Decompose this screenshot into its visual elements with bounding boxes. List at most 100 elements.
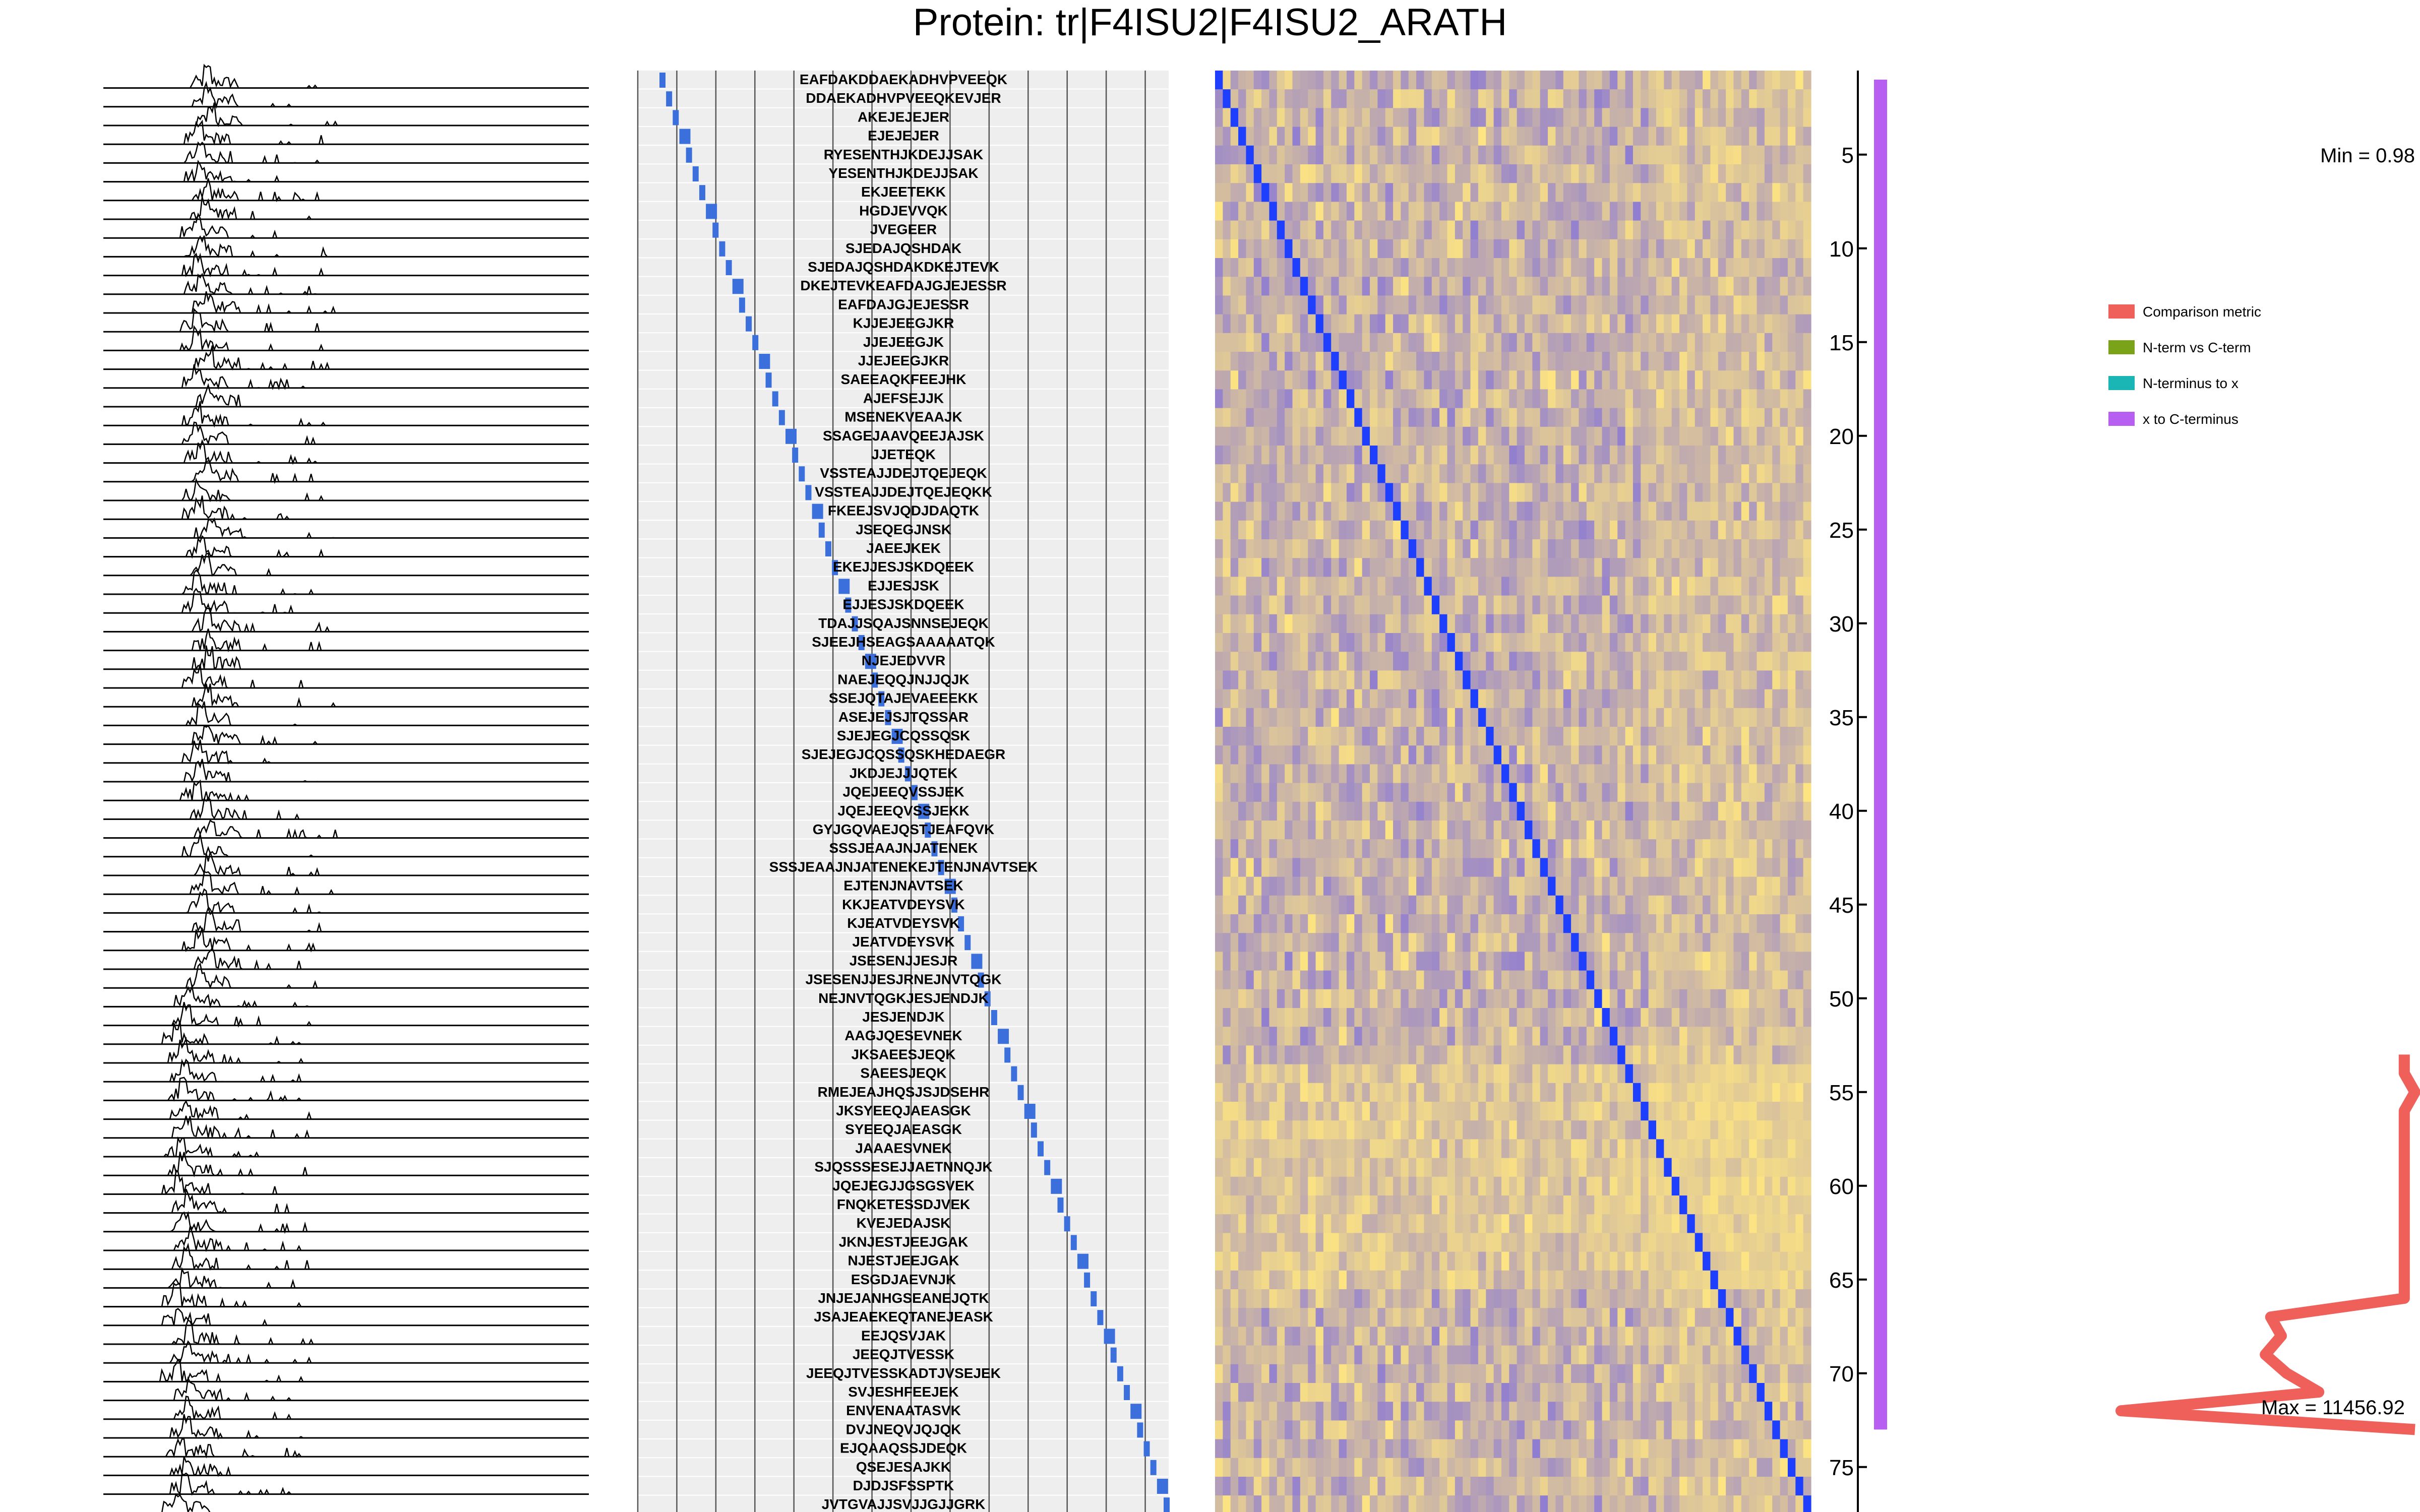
heatmap-cell <box>1455 89 1463 108</box>
heatmap-cell <box>1532 145 1541 165</box>
heatmap-cell <box>1370 127 1378 146</box>
heatmap-cell <box>1532 183 1541 202</box>
heatmap-cell <box>1416 202 1425 221</box>
heatmap-cell <box>1215 295 1223 315</box>
heatmap-cell <box>1354 333 1363 352</box>
heatmap-cell <box>1726 164 1734 183</box>
heatmap-cell <box>1733 108 1742 128</box>
heatmap-cell <box>1346 220 1355 240</box>
heatmap-cell <box>1354 164 1363 183</box>
heatmap-cell <box>1501 145 1509 165</box>
spectrum-trace <box>103 607 587 633</box>
peptide-label: DKEJTEVKEAFDAJGJEJESSR <box>800 278 1006 293</box>
heatmap-cell <box>1246 314 1254 334</box>
peptide-position-bar <box>984 991 991 1006</box>
heatmap-cell <box>1269 239 1278 259</box>
heatmap-cell <box>1602 164 1610 183</box>
peptide-position-bar <box>1137 1422 1143 1438</box>
heatmap-cell <box>1586 71 1595 90</box>
heatmap-cell <box>1540 258 1548 277</box>
heatmap-cell <box>1733 71 1742 90</box>
heatmap-cell <box>1486 239 1494 259</box>
heatmap-cell <box>1757 127 1765 146</box>
heatmap-cell <box>1370 333 1378 352</box>
heatmap-cell <box>1401 71 1409 90</box>
heatmap-cell <box>1764 239 1773 259</box>
heatmap-cell <box>1230 333 1239 352</box>
spectrum-trace <box>103 456 587 484</box>
heatmap-cell <box>1277 277 1285 296</box>
heatmap-cell <box>1671 333 1680 352</box>
heatmap-cell <box>1703 127 1711 146</box>
heatmap-cell <box>1215 164 1223 183</box>
spectrum-trace <box>103 739 587 765</box>
heatmap-cell <box>1563 145 1571 165</box>
peptide-label: DDAEKADHVPVEEQKEVJER <box>806 90 1001 106</box>
peptide-label: JJETEQK <box>871 447 936 462</box>
heatmap-cell <box>1718 108 1726 128</box>
heatmap-cell <box>1579 277 1587 296</box>
spectrum-trace <box>103 64 587 89</box>
heatmap-cell <box>1586 89 1595 108</box>
heatmap-cell <box>1741 108 1749 128</box>
spectrum-trace <box>103 1115 587 1139</box>
heatmap-cell <box>1687 202 1696 221</box>
heatmap-cell <box>1641 295 1649 315</box>
spectrum-trace <box>103 1456 587 1477</box>
heatmap-cell <box>1277 295 1285 315</box>
heatmap-cell <box>1509 127 1518 146</box>
heatmap-cell <box>1346 89 1355 108</box>
heatmap-cell <box>1455 295 1463 315</box>
heatmap-cell <box>1757 183 1765 202</box>
heatmap-cell <box>1563 239 1571 259</box>
heatmap-cell <box>1431 164 1440 183</box>
heatmap-cell <box>1246 127 1254 146</box>
spectrum-trace <box>103 197 587 221</box>
heatmap-cell <box>1377 89 1386 108</box>
heatmap-cell <box>1486 164 1494 183</box>
peptide-label: FKEEJSVJQDJDAQTK <box>828 503 979 519</box>
heatmap-cell <box>1602 89 1610 108</box>
heatmap-cell <box>1656 89 1664 108</box>
spectrum-trace <box>103 796 587 821</box>
heatmap-cell <box>1261 89 1270 108</box>
heatmap-cell <box>1339 333 1347 352</box>
peptide-position-bar <box>1124 1385 1130 1400</box>
heatmap-cell <box>1749 239 1758 259</box>
peptide-label: SAEESJEQK <box>860 1065 946 1081</box>
peptide-position-bar <box>666 91 673 107</box>
spectrum-trace <box>103 1020 587 1046</box>
heatmap-cell <box>1664 164 1672 183</box>
peptide-position-bar <box>732 279 744 294</box>
peptide-position-bar <box>958 916 964 931</box>
heatmap-cell <box>1401 258 1409 277</box>
heatmap-cell <box>1478 145 1486 165</box>
heatmap-cell <box>1648 127 1657 146</box>
heatmap-cell <box>1718 89 1726 108</box>
heatmap-cell <box>1695 295 1703 315</box>
heatmap-cell <box>1285 258 1293 277</box>
heatmap-cell <box>1463 258 1471 277</box>
heatmap-cell <box>1424 71 1432 90</box>
heatmap-cell <box>1679 127 1687 146</box>
heatmap-cell <box>1385 277 1394 296</box>
heatmap-cell <box>1563 89 1571 108</box>
heatmap-cell <box>1787 220 1796 240</box>
heatmap-cell <box>1509 202 1518 221</box>
heatmap-cell <box>1253 89 1262 108</box>
heatmap-cell <box>1772 108 1781 128</box>
heatmap-cell <box>1703 183 1711 202</box>
heatmap-cell <box>1354 127 1363 146</box>
heatmap-cell <box>1463 108 1471 128</box>
heatmap-cell <box>1664 71 1672 90</box>
heatmap-cell <box>1339 314 1347 334</box>
spectrum-trace <box>103 235 587 258</box>
heatmap-cell <box>1478 127 1486 146</box>
heatmap-cell <box>1517 295 1525 315</box>
heatmap-cell <box>1501 352 1509 371</box>
heatmap-cell <box>1609 220 1618 240</box>
spectrum-trace <box>103 383 587 408</box>
heatmap-cell <box>1579 71 1587 90</box>
heatmap-cell <box>1733 183 1742 202</box>
heatmap-cell <box>1749 258 1758 277</box>
